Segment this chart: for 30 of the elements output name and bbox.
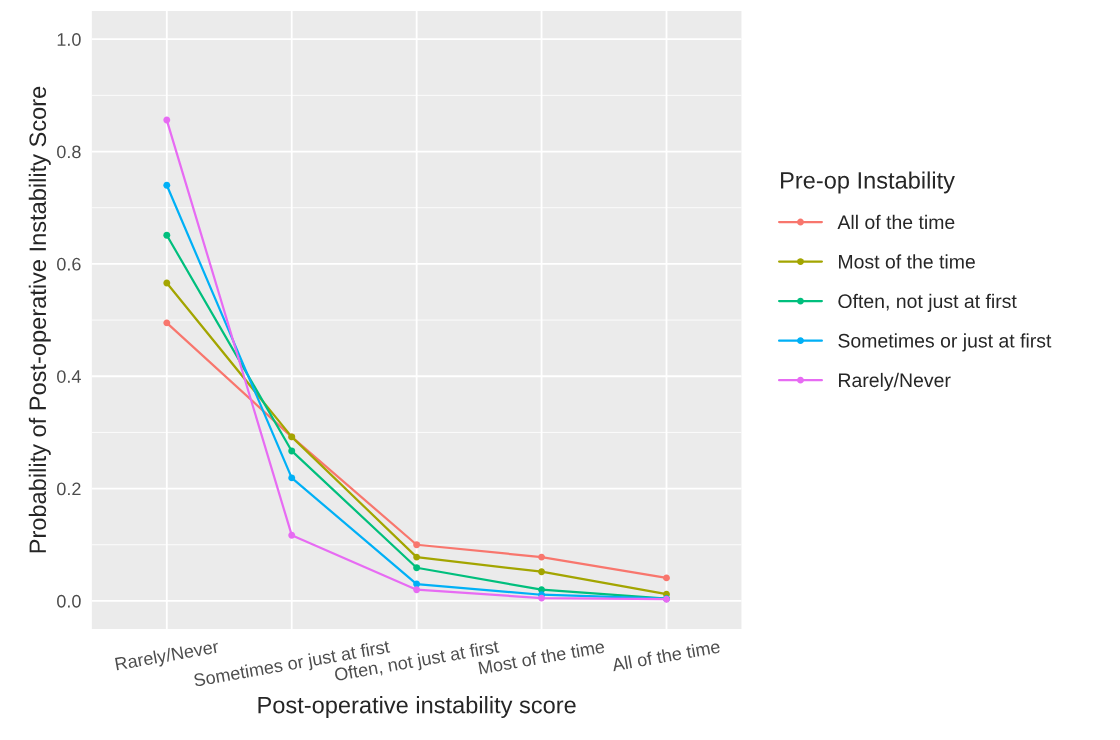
y-tick-label: 0.0 [57, 594, 81, 608]
point [163, 279, 171, 287]
point [413, 564, 421, 572]
x-tick-label: All of the time [611, 639, 721, 672]
point [288, 447, 296, 455]
legend-label: Most of the time [839, 254, 975, 269]
point [413, 586, 421, 594]
point [663, 574, 670, 582]
y-tick-label: 0.2 [57, 482, 81, 496]
point [163, 231, 171, 239]
legend-label: Rarely/Never [839, 372, 951, 391]
y-tick-label: 0.4 [57, 370, 81, 383]
point [288, 474, 296, 482]
point [288, 531, 296, 539]
point [163, 181, 171, 189]
legend-label: Sometimes or just at first [838, 333, 1052, 352]
legend-label: Often, not just at first [838, 293, 1017, 312]
y-tick-label: 1.0 [57, 33, 81, 46]
legend-label: All of the time [837, 214, 955, 230]
x-axis-title: Post-operative instability score [258, 696, 576, 719]
point [413, 553, 421, 561]
point [538, 568, 546, 576]
legend-title: Pre-op Instability [781, 171, 955, 194]
point [163, 319, 171, 327]
y-axis-title: Probability of Post-operative Instability Score [28, 86, 51, 553]
point [538, 553, 546, 561]
point [163, 116, 171, 124]
point [413, 541, 421, 549]
y-tick-label: 0.6 [57, 257, 81, 271]
y-tick-label: 0.8 [57, 145, 81, 159]
